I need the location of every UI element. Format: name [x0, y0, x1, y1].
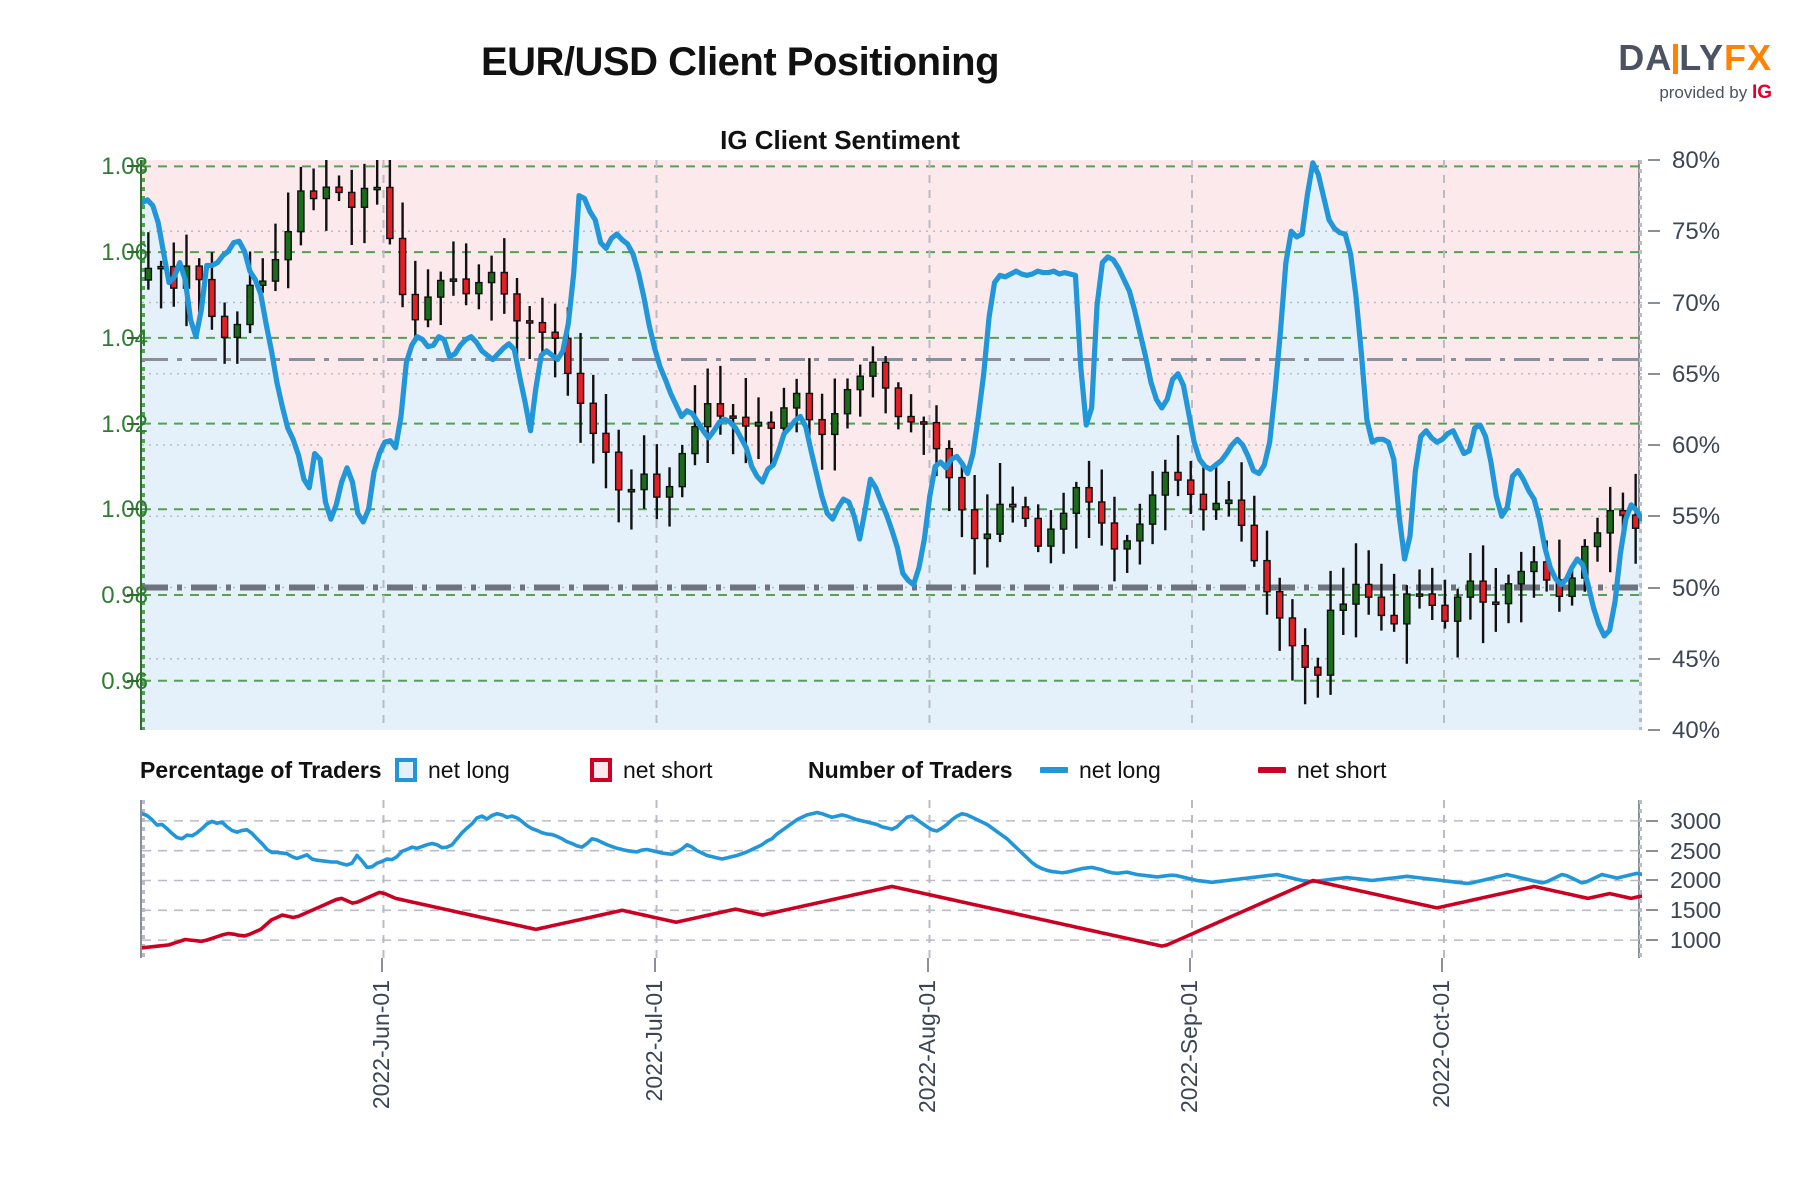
y-axis-left-tickmark-4	[127, 508, 139, 511]
traders-count-svg	[142, 800, 1642, 958]
x-axis-tick-3: 2022-Sep-01	[1176, 980, 1202, 1113]
y-axis-right-tickmark-5	[1648, 515, 1660, 518]
y-axis-right-tickmark-1	[1648, 230, 1660, 233]
x-axis-tickmark-3	[1189, 958, 1191, 972]
logo-part-3: FX	[1723, 37, 1772, 78]
legend-item-pct-net-short: net short	[590, 757, 808, 784]
lower-y-axis-tickmark-3	[1646, 909, 1658, 912]
legend-item-num-net-short: net short	[1258, 757, 1387, 784]
legend-group-percentage: Percentage of Traders	[140, 756, 382, 783]
legend-item-pct-net-long: net long	[395, 757, 590, 784]
y-axis-right-tick-0: 80%	[1672, 147, 1721, 174]
logo-i-bar	[1673, 44, 1679, 74]
swatch-net-long-box	[395, 758, 417, 782]
y-axis-right-tick-3: 65%	[1672, 360, 1721, 388]
swatch-num-net-long-line	[1040, 767, 1068, 773]
y-axis-right-tickmark-6	[1648, 586, 1660, 589]
lower-y-axis-tickmark-2	[1646, 879, 1658, 882]
logo-ig: IG	[1751, 82, 1772, 103]
y-axis-left-tickmark-1	[127, 251, 139, 254]
legend-group-number: Number of Traders	[808, 756, 1013, 783]
x-axis-tickmark-0	[380, 958, 383, 972]
lower-y-axis-tick-1: 2500	[1670, 837, 1722, 864]
price-sentiment-svg	[142, 160, 1642, 730]
traders-count-plot	[140, 800, 1642, 958]
y-axis-right-tick-5: 55%	[1672, 503, 1721, 531]
y-axis-right-tick-4: 60%	[1672, 432, 1721, 459]
logo-wordmark: DA LYFX	[1618, 40, 1772, 76]
lower-y-axis-tick-4: 1000	[1670, 927, 1722, 954]
lower-y-axis-tickmark-0	[1646, 819, 1658, 822]
price-sentiment-plot	[140, 160, 1642, 730]
lower-y-axis-tickmark-1	[1646, 849, 1658, 852]
legend-item-num-net-long: net long	[1040, 757, 1258, 784]
y-axis-left-tickmark-2	[127, 336, 139, 339]
y-axis-right-tick-2: 70%	[1672, 289, 1721, 317]
x-axis-tickmark-4	[1441, 958, 1443, 972]
page-title: EUR/USD Client Positioning	[480, 40, 1000, 84]
y-axis-right-tick-6: 50%	[1672, 574, 1721, 602]
logo-part-1: DA	[1618, 37, 1673, 78]
y-axis-left-tick-1: 1.06	[101, 239, 148, 267]
lower-y-axis-tickmark-4	[1646, 939, 1658, 942]
x-axis-tickmark-2	[926, 958, 929, 972]
y-axis-right-tickmark-4	[1648, 444, 1660, 446]
y-axis-right-tick-8: 40%	[1672, 717, 1721, 744]
legend-label-pct-net-long: net long	[428, 756, 510, 783]
y-axis-right-tickmark-7	[1648, 657, 1660, 660]
y-axis-right-tick-1: 75%	[1672, 218, 1721, 246]
y-axis-left-tick-0: 1.08	[101, 153, 148, 181]
y-axis-left-tick-3: 1.02	[101, 410, 148, 438]
dailyfx-logo: DA LYFX provided by IG	[1618, 40, 1772, 104]
x-axis-tick-4: 2022-Oct-01	[1428, 980, 1454, 1108]
chart-legend: Percentage of Traders net long net short…	[140, 752, 1640, 788]
y-axis-right-tickmark-0	[1648, 159, 1660, 161]
lower-y-axis-tick-2: 2000	[1670, 867, 1722, 894]
swatch-num-net-short-line	[1258, 767, 1286, 773]
y-axis-left-tickmark-3	[127, 422, 139, 425]
lower-y-axis-tick-3: 1500	[1670, 897, 1722, 924]
y-axis-left-tick-2: 1.04	[101, 324, 148, 352]
logo-tagline: provided by IG	[1618, 82, 1772, 104]
y-axis-left-tick-6: 0.96	[101, 667, 148, 695]
y-axis-left-tick-4: 1.00	[101, 496, 148, 524]
x-axis-tickmark-1	[653, 958, 656, 972]
logo-provided-by: provided by	[1659, 83, 1748, 102]
y-axis-left-tickmark-0	[127, 165, 139, 168]
x-axis-tick-0: 2022-Jun-01	[367, 980, 394, 1110]
y-axis-left-tick-5: 0.98	[101, 582, 148, 609]
legend-label-pct-net-short: net short	[623, 756, 713, 783]
lower-y-axis-tick-0: 3000	[1670, 807, 1722, 834]
y-axis-right-tickmark-3	[1648, 372, 1660, 375]
y-axis-right-tickmark-8	[1648, 729, 1660, 731]
swatch-net-short-box	[590, 758, 612, 782]
legend-label-num-net-short: net short	[1297, 756, 1387, 783]
y-axis-left-tickmark-5	[127, 594, 139, 596]
y-axis-left-tickmark-6	[127, 679, 139, 682]
x-axis-tick-1: 2022-Jul-01	[640, 980, 667, 1102]
logo-part-2: LY	[1679, 37, 1724, 78]
y-axis-right-tickmark-2	[1648, 301, 1660, 304]
legend-label-num-net-long: net long	[1079, 756, 1161, 783]
chart-subtitle: IG Client Sentiment	[720, 125, 960, 155]
x-axis-tick-2: 2022-Aug-01	[913, 980, 940, 1113]
y-axis-right-tick-7: 45%	[1672, 645, 1721, 673]
